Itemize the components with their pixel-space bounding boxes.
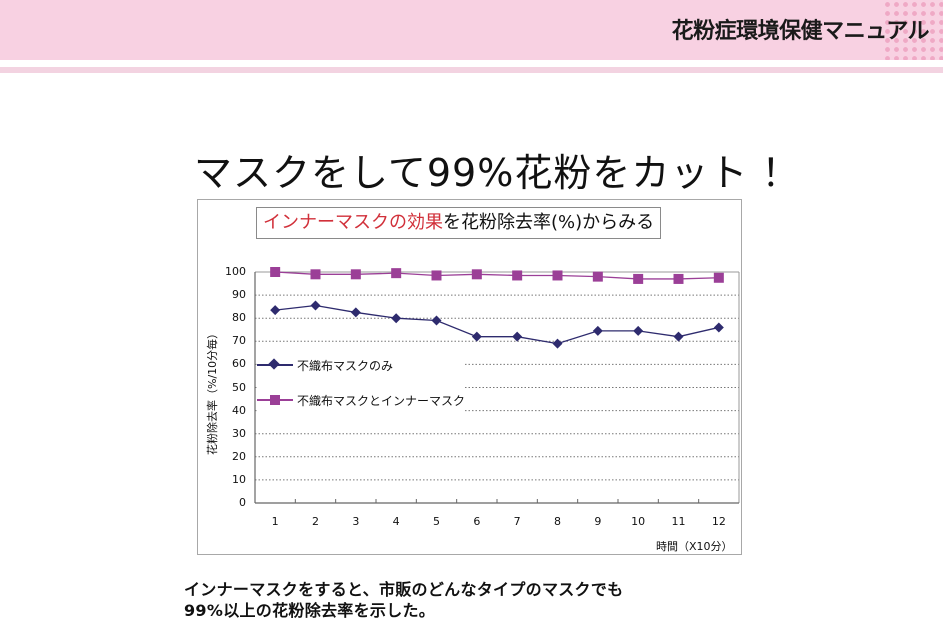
x-tick-label: 5 xyxy=(433,515,440,528)
page-title: マスクをして99%花粉をカット ！ xyxy=(194,151,801,195)
chart-title-rest: を花粉除去率(%)からみる xyxy=(443,212,655,233)
chart-title-highlight: インナーマスクの効果 xyxy=(263,212,443,233)
y-tick-label: 10 xyxy=(232,472,246,486)
legend-item-nonwoven: 不織布マスクのみ xyxy=(257,355,465,375)
header-dot-pattern xyxy=(883,0,943,60)
y-tick-label: 100 xyxy=(225,265,246,278)
chart-legend: 不織布マスクのみ 不織布マスクとインナーマスク xyxy=(257,355,466,425)
y-tick-label: 40 xyxy=(232,403,246,417)
y-tick-label: 0 xyxy=(239,496,246,509)
y-tick-label: 50 xyxy=(232,380,246,394)
y-tick-label: 30 xyxy=(232,426,246,440)
caption-note: インナーマスクをすると、市販のどんなタイプのマスクでも 99%以上の花粉除去率を… xyxy=(184,579,623,621)
y-tick-label: 20 xyxy=(232,449,246,463)
x-tick-label: 11 xyxy=(671,515,686,528)
y-tick-label: 60 xyxy=(232,357,246,371)
header-title: 花粉症環境保健マニュアル xyxy=(671,19,930,44)
x-tick-label: 1 xyxy=(271,515,279,528)
header-band: 花粉症環境保健マニュアル xyxy=(0,0,943,60)
y-tick-label: 80 xyxy=(232,311,246,325)
y-axis-label: 花粉除去率（%/10分毎） xyxy=(206,327,219,455)
x-tick-label: 12 xyxy=(711,515,726,528)
x-tick-label: 6 xyxy=(473,515,481,528)
x-axis-label: 時間（X10分） xyxy=(656,540,733,553)
x-tick-label: 3 xyxy=(352,515,360,528)
x-tick-label: 9 xyxy=(594,515,602,528)
header-stripe xyxy=(0,67,943,73)
x-tick-label: 4 xyxy=(392,515,400,528)
square-marker-icon xyxy=(257,394,293,406)
chart-title: インナーマスクの効果を花粉除去率(%)からみる xyxy=(256,207,662,239)
x-tick-label: 10 xyxy=(631,515,646,528)
x-tick-label: 8 xyxy=(554,515,561,528)
y-tick-label: 90 xyxy=(232,288,246,302)
caption-line-1: インナーマスクをすると、市販のどんなタイプのマスクでも xyxy=(184,580,624,599)
y-tick-label: 70 xyxy=(232,334,246,348)
x-tick-label: 7 xyxy=(513,515,521,528)
x-tick-label: 2 xyxy=(312,515,319,528)
legend-item-nonwoven-inner: 不織布マスクとインナーマスク xyxy=(257,390,465,410)
legend-label: 不織布マスクとインナーマスク xyxy=(297,393,466,408)
diamond-marker-icon xyxy=(257,358,293,371)
legend-label: 不織布マスクのみ xyxy=(297,358,394,373)
caption-line-2: 99%以上の花粉除去率を示した。 xyxy=(184,601,436,620)
